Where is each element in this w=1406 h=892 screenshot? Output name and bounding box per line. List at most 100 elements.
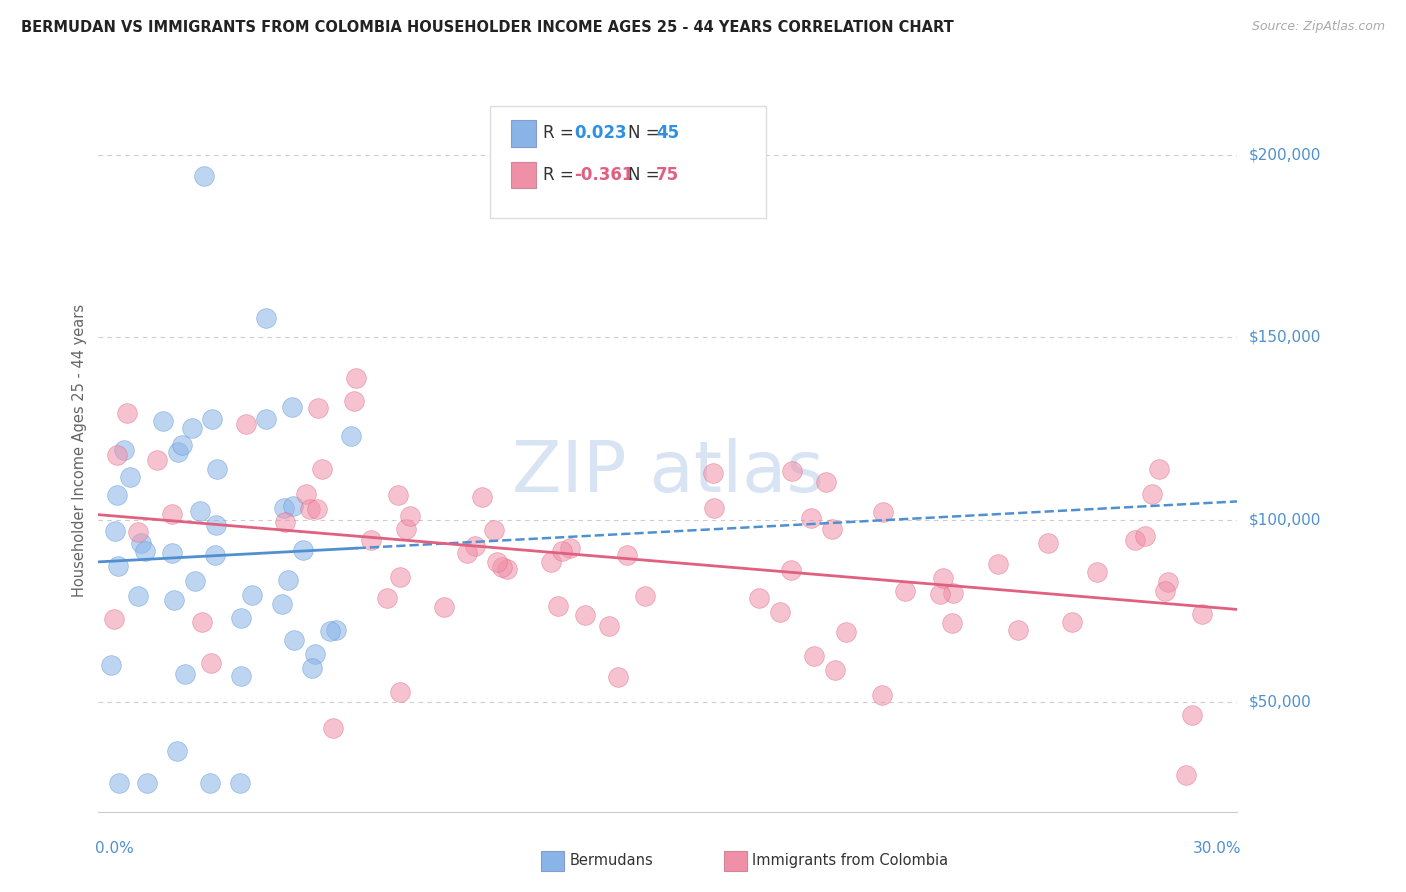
Point [339, 429, 361, 443]
Text: N =: N = [627, 124, 665, 142]
Point [456, 546, 478, 560]
Point [1181, 708, 1204, 723]
Point [146, 452, 169, 467]
Point [188, 504, 211, 518]
Text: -0.361: -0.361 [575, 166, 634, 184]
Point [547, 599, 569, 614]
Point [118, 470, 141, 484]
Point [987, 557, 1010, 571]
Point [748, 591, 770, 606]
Text: 30.0%: 30.0% [1192, 841, 1241, 856]
Point [204, 517, 226, 532]
Point [134, 544, 156, 558]
Point [815, 475, 838, 490]
Point [780, 563, 803, 577]
Point [311, 462, 333, 476]
Point [491, 560, 513, 574]
Point [170, 438, 193, 452]
Point [193, 169, 215, 183]
Point [112, 443, 135, 458]
Point [304, 648, 326, 662]
Point [283, 632, 305, 647]
Point [307, 401, 329, 415]
Text: Bermudans: Bermudans [569, 854, 654, 868]
Point [360, 533, 382, 547]
Point [1007, 623, 1029, 637]
Point [464, 539, 486, 553]
Text: 0.023: 0.023 [575, 124, 627, 142]
Point [277, 573, 299, 587]
Point [1191, 607, 1213, 622]
Point [344, 371, 367, 385]
Point [872, 505, 894, 519]
Point [201, 411, 224, 425]
Point [598, 619, 620, 633]
Point [1142, 487, 1164, 501]
Point [929, 587, 952, 601]
Point [181, 421, 204, 435]
Point [1154, 584, 1177, 599]
Point [100, 658, 122, 673]
Point [207, 462, 229, 476]
Point [166, 445, 188, 459]
Point [105, 448, 128, 462]
Y-axis label: Householder Income Ages 25 - 44 years: Householder Income Ages 25 - 44 years [72, 304, 87, 597]
Point [273, 501, 295, 516]
Point [540, 555, 562, 569]
Text: 0.0%: 0.0% [94, 841, 134, 856]
Point [198, 775, 221, 789]
Text: $200,000: $200,000 [1249, 147, 1320, 162]
Text: $100,000: $100,000 [1249, 512, 1320, 527]
Text: $150,000: $150,000 [1249, 330, 1320, 345]
Point [295, 487, 318, 501]
Point [254, 412, 277, 426]
Point [104, 524, 127, 539]
Point [115, 406, 138, 420]
Point [254, 311, 277, 326]
Point [229, 669, 252, 683]
Point [1085, 566, 1108, 580]
Point [1060, 615, 1083, 630]
Point [558, 541, 581, 555]
Point [388, 570, 411, 584]
Text: R =: R = [543, 166, 579, 184]
Point [574, 607, 596, 622]
Point [824, 663, 846, 677]
Point [606, 670, 628, 684]
Point [835, 624, 858, 639]
Point [634, 589, 657, 603]
Point [616, 548, 638, 562]
Point [485, 555, 508, 569]
Point [394, 522, 416, 536]
Point [103, 612, 125, 626]
Point [1157, 575, 1180, 590]
Text: BERMUDAN VS IMMIGRANTS FROM COLOMBIA HOUSEHOLDER INCOME AGES 25 - 44 YEARS CORRE: BERMUDAN VS IMMIGRANTS FROM COLOMBIA HOU… [21, 20, 953, 35]
Point [160, 507, 183, 521]
Point [1147, 462, 1170, 476]
Point [942, 586, 965, 600]
Point [163, 592, 186, 607]
Text: ZIP atlas: ZIP atlas [512, 438, 824, 507]
Point [702, 466, 724, 480]
Point [1133, 529, 1156, 543]
Point [821, 522, 844, 536]
Text: 45: 45 [655, 124, 679, 142]
Point [301, 661, 323, 675]
Point [270, 597, 292, 611]
Point [387, 488, 409, 502]
Point [283, 499, 305, 513]
Point [152, 414, 174, 428]
Point [129, 536, 152, 550]
Point [229, 775, 252, 789]
Text: Immigrants from Colombia: Immigrants from Colombia [752, 854, 948, 868]
Point [235, 417, 257, 431]
Text: $50,000: $50,000 [1249, 695, 1312, 710]
Point [291, 543, 314, 558]
Text: R =: R = [543, 124, 579, 142]
Point [240, 588, 263, 602]
Point [200, 656, 222, 670]
Point [870, 688, 893, 702]
Point [325, 624, 347, 638]
Point [703, 500, 725, 515]
Point [160, 546, 183, 560]
